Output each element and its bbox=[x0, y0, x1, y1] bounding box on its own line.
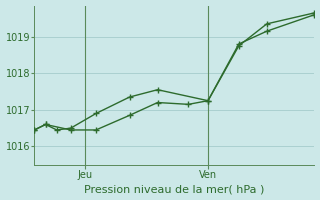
X-axis label: Pression niveau de la mer( hPa ): Pression niveau de la mer( hPa ) bbox=[84, 184, 265, 194]
